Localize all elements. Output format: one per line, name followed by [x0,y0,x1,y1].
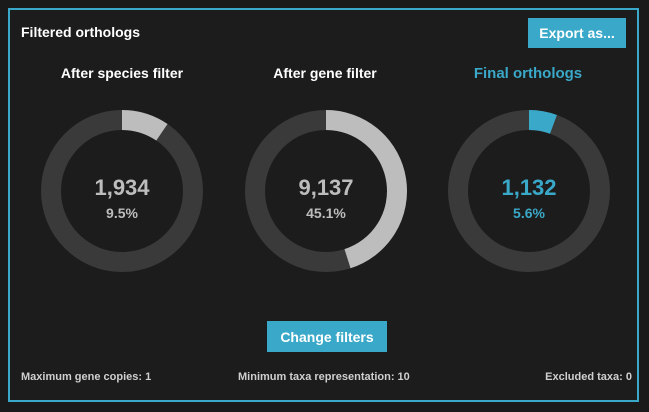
max-gene-copies-label: Maximum gene copies: 1 [21,371,152,383]
final-orthologs-donut: 1,132 5.6% [447,109,611,273]
final-orthologs-title: Final orthologs [473,65,583,82]
min-taxa-label: Minimum taxa representation: 10 [238,371,410,383]
excluded-taxa-label: Excluded taxa: 0 [545,371,632,383]
gene-filter-donut: 9,137 45.1% [244,109,408,273]
gene-filter-title: After gene filter [273,65,377,81]
panel-title: Filtered orthologs [21,24,140,40]
gene-filter-donut-chart [245,110,407,272]
final-orthologs-percent: 5.6% [513,205,545,221]
donut-arc [528,110,557,134]
final-orthologs-donut-chart [448,110,610,272]
species-filter-count: 1,934 [94,175,150,200]
filtered-orthologs-panel: Filtered orthologs Export as... After sp… [8,8,639,402]
donut-arc [121,110,168,141]
gene-filter-percent: 45.1% [306,205,346,221]
species-filter-donut: 1,934 9.5% [40,109,204,273]
final-orthologs-count: 1,132 [501,175,557,200]
donut-arc [325,110,407,269]
export-button[interactable]: Export as... [528,18,626,48]
species-filter-title: After species filter [60,65,184,81]
change-filters-button[interactable]: Change filters [267,321,387,352]
species-filter-donut-chart [41,110,203,272]
gene-filter-count: 9,137 [298,175,354,200]
species-filter-percent: 9.5% [106,205,138,221]
